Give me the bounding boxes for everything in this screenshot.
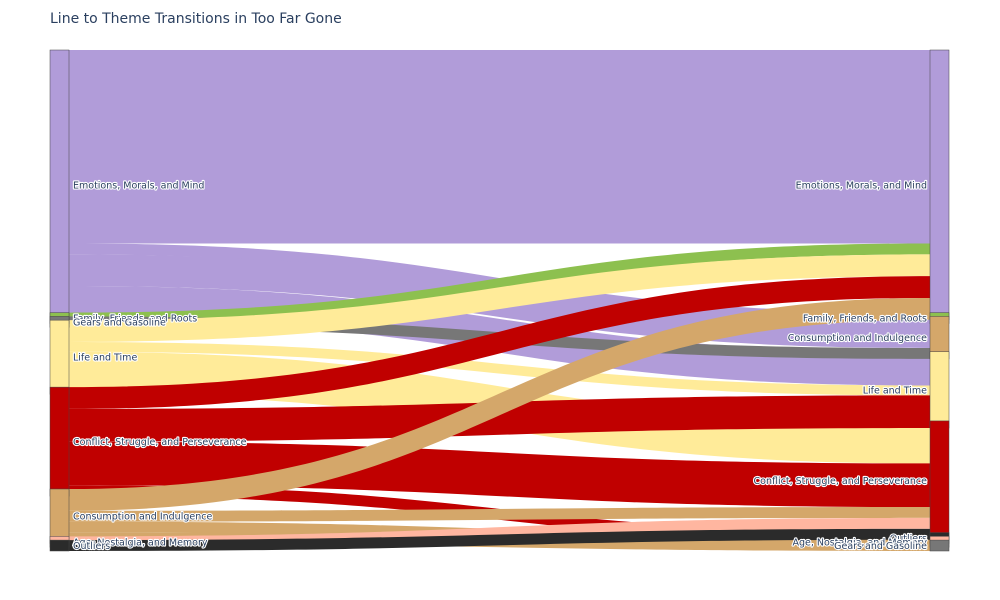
target-node-label-emotions-morals-and-mind: Emotions, Morals, and Mind: [796, 180, 927, 191]
link-conflict-struggle-and-perseverance-to-emotions-morals-and-mind[interactable]: [69, 276, 930, 409]
target-node-label-outliers: Outliers: [890, 534, 927, 545]
source-node-label-gears-and-gasoline: Gears and Gasoline: [73, 317, 166, 328]
target-node-life-and-time[interactable]: [929, 351, 950, 429]
link-conflict-struggle-and-perseverance-to-life-and-time[interactable]: [69, 395, 930, 442]
link-outliers-to-conflict-struggle-and-perseverance[interactable]: [69, 528, 930, 551]
target-node-label-age-nostalgia-and-memory: Age, Nostalgia, and Memory: [792, 537, 927, 548]
source-node-conflict-struggle-and-perseverance[interactable]: [49, 386, 70, 497]
source-node-label-consumption-and-indulgence: Consumption and Indulgence: [73, 512, 212, 523]
link-family-friends-and-roots-to-emotions-morals-and-mind[interactable]: [69, 243, 930, 324]
source-node-label-age-nostalgia-and-memory: Age, Nostalgia, and Memory: [73, 537, 208, 548]
target-node-gears-and-gasoline[interactable]: [929, 539, 950, 552]
source-node-label-emotions-morals-and-mind: Emotions, Morals, and Mind: [73, 180, 204, 191]
target-node-label-gears-and-gasoline: Gears and Gasoline: [834, 541, 927, 552]
links: [69, 50, 930, 551]
source-node-label-outliers: Outliers: [73, 541, 110, 552]
target-node-label-conflict-struggle-and-perseverance: Conflict, Struggle, and Perseverance: [754, 476, 928, 487]
target-node-emotions-morals-and-mind[interactable]: [929, 49, 950, 321]
link-life-and-time-to-life-and-time[interactable]: [69, 341, 930, 396]
source-node-label-conflict-struggle-and-perseverance: Conflict, Struggle, and Perseverance: [73, 437, 247, 448]
link-consumption-and-indulgence-to-emotions-morals-and-mind[interactable]: [69, 297, 930, 511]
chart-title: Line to Theme Transitions in Too Far Gon…: [50, 11, 342, 27]
link-conflict-struggle-and-perseverance-to-conflict-struggle-and-perseverance[interactable]: [69, 441, 930, 508]
target-node-conflict-struggle-and-perseverance[interactable]: [929, 420, 950, 540]
source-node-life-and-time[interactable]: [49, 319, 70, 395]
link-consumption-and-indulgence-to-conflict-struggle-and-perseverance[interactable]: [69, 507, 930, 522]
target-node-label-family-friends-and-roots: Family, Friends, and Roots: [803, 314, 927, 325]
link-emotions-morals-and-mind-to-emotions-morals-and-mind[interactable]: [69, 50, 930, 244]
target-node-label-life-and-time: Life and Time: [863, 385, 927, 396]
source-node-label-family-friends-and-roots: Family, Friends, and Roots: [73, 314, 197, 325]
source-node-emotions-morals-and-mind[interactable]: [49, 49, 70, 321]
link-life-and-time-to-emotions-morals-and-mind[interactable]: [69, 254, 930, 342]
target-node-label-consumption-and-indulgence: Consumption and Indulgence: [788, 333, 927, 344]
source-node-label-life-and-time: Life and Time: [73, 353, 137, 364]
source-node-consumption-and-indulgence[interactable]: [49, 488, 70, 544]
source-node-outliers[interactable]: [49, 539, 70, 552]
